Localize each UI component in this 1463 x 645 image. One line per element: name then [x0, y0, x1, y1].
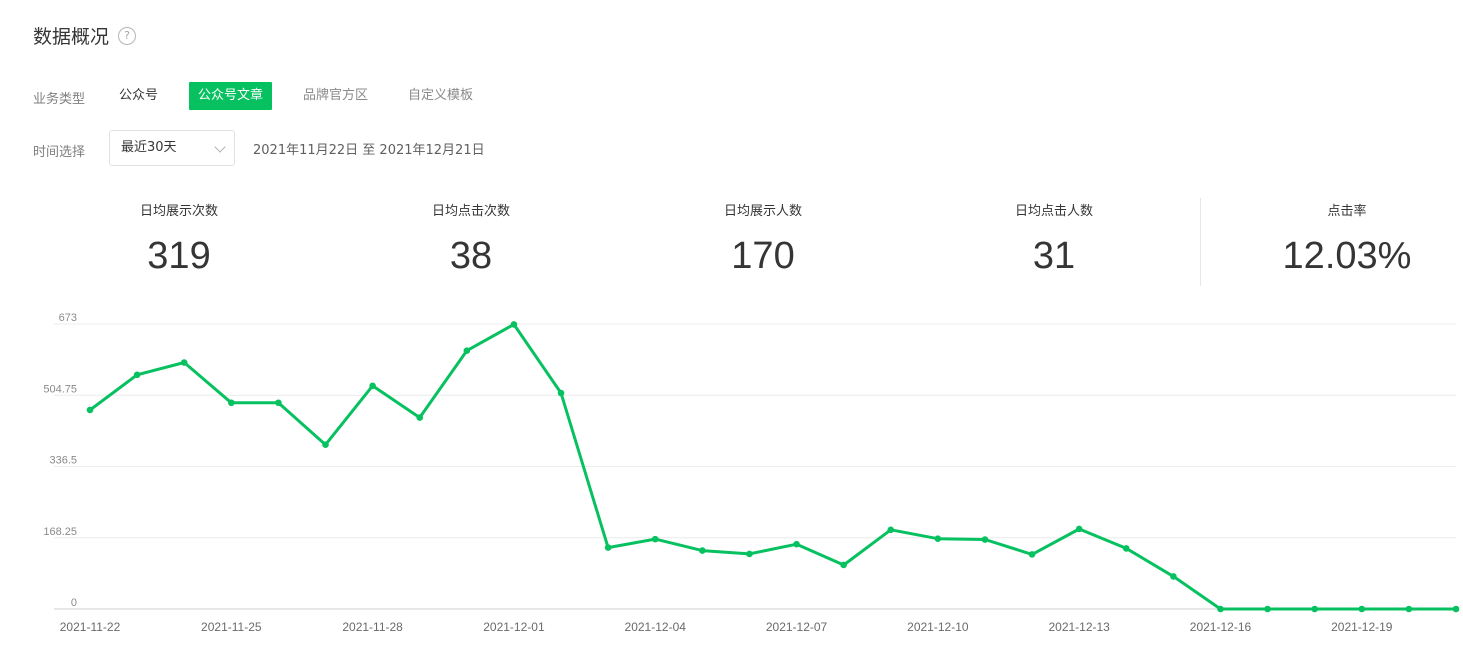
data-point — [133, 371, 141, 379]
time-range-select[interactable]: 最近30天 — [109, 130, 235, 166]
data-point — [793, 540, 800, 548]
stat-daily-impression-users: 日均展示人数 170 — [633, 200, 893, 278]
date-range-text: 2021年11月22日 至 2021年12月21日 — [253, 143, 485, 158]
data-point — [651, 535, 659, 543]
data-point — [463, 347, 471, 354]
x-tick-label: 2021-11-25 — [201, 620, 262, 634]
data-point — [840, 561, 847, 569]
data-point — [1405, 605, 1413, 613]
stat-label: 日均展示人数 — [723, 204, 802, 219]
data-point — [1217, 605, 1224, 613]
x-tick-label: 2021-12-01 — [483, 620, 545, 634]
x-tick-label: 2021-12-10 — [907, 620, 969, 634]
data-point — [1311, 605, 1318, 613]
time-select-label: 时间选择 — [33, 145, 86, 160]
data-point — [228, 399, 235, 407]
stat-value: 170 — [731, 235, 795, 277]
data-point — [416, 414, 424, 421]
x-tick-label: 2021-11-28 — [342, 620, 403, 634]
trend-line-chart: 0 168.25 336.5 504.75 673 2021-11-22 2021-11-2… — [43, 312, 1460, 634]
data-point — [746, 550, 753, 558]
stat-label: 点击率 — [1327, 204, 1367, 219]
page-title-text: 数据概况 — [33, 26, 110, 48]
x-tick-label: 2021-12-13 — [1048, 620, 1110, 634]
help-icon[interactable]: ? — [118, 26, 137, 45]
data-point — [981, 536, 989, 543]
x-tick-label: 2021-12-04 — [625, 620, 687, 634]
stat-label: 日均点击人数 — [1014, 204, 1093, 219]
tab-custom-template[interactable]: 自定义模板 — [408, 88, 474, 103]
business-type-tabs: 公众号 公众号文章 品牌官方区 自定义模板 — [110, 82, 504, 110]
y-tick-label: 0 — [71, 597, 77, 609]
stat-label: 日均点击次数 — [431, 204, 510, 219]
stat-value: 12.03% — [1282, 235, 1412, 277]
data-point — [86, 406, 94, 414]
data-point — [1452, 605, 1460, 613]
page-title: 数据概况 ? — [33, 22, 137, 49]
x-tick-label: 2021-12-07 — [766, 620, 828, 634]
stat-value: 319 — [147, 235, 211, 277]
data-point — [934, 535, 942, 543]
time-range-select-value: 最近30天 — [121, 140, 177, 155]
data-point — [557, 389, 565, 397]
series-line — [89, 322, 1456, 611]
stat-daily-clicks: 日均点击次数 38 — [341, 200, 601, 278]
business-type-label: 业务类型 — [33, 92, 86, 107]
data-point — [275, 399, 282, 407]
tab-brand-zone[interactable]: 品牌官方区 — [303, 88, 369, 103]
stats-divider — [1200, 198, 1201, 286]
data-point — [322, 441, 329, 448]
y-tick-label: 673 — [59, 312, 77, 324]
stat-value: 31 — [1032, 235, 1076, 277]
data-point — [1075, 525, 1083, 533]
chevron-down-icon — [214, 141, 226, 153]
y-tick-label: 504.75 — [43, 383, 77, 395]
data-point — [1264, 605, 1271, 613]
stat-daily-click-users: 日均点击人数 31 — [924, 200, 1184, 278]
x-tick-label: 2021-12-19 — [1331, 620, 1393, 634]
data-point — [1170, 573, 1177, 580]
stat-daily-impressions: 日均展示次数 319 — [49, 200, 309, 278]
data-point — [604, 544, 612, 551]
data-point — [369, 382, 376, 390]
data-point — [699, 547, 706, 554]
stat-click-rate: 点击率 12.03% — [1217, 200, 1463, 278]
y-tick-label: 168.25 — [43, 526, 77, 538]
data-point — [1358, 605, 1366, 613]
stat-value: 38 — [449, 235, 493, 277]
tab-official-account[interactable]: 公众号 — [119, 88, 159, 103]
x-tick-label: 2021-11-22 — [60, 620, 121, 634]
data-point — [887, 526, 895, 534]
tab-official-account-article[interactable]: 公众号文章 — [189, 82, 273, 110]
data-point — [1122, 545, 1130, 552]
stat-label: 日均展示次数 — [139, 204, 218, 219]
data-point — [510, 321, 518, 328]
data-point — [180, 359, 188, 366]
x-tick-label: 2021-12-16 — [1190, 620, 1252, 634]
y-tick-label: 336.5 — [49, 455, 77, 467]
data-point — [1028, 551, 1036, 558]
